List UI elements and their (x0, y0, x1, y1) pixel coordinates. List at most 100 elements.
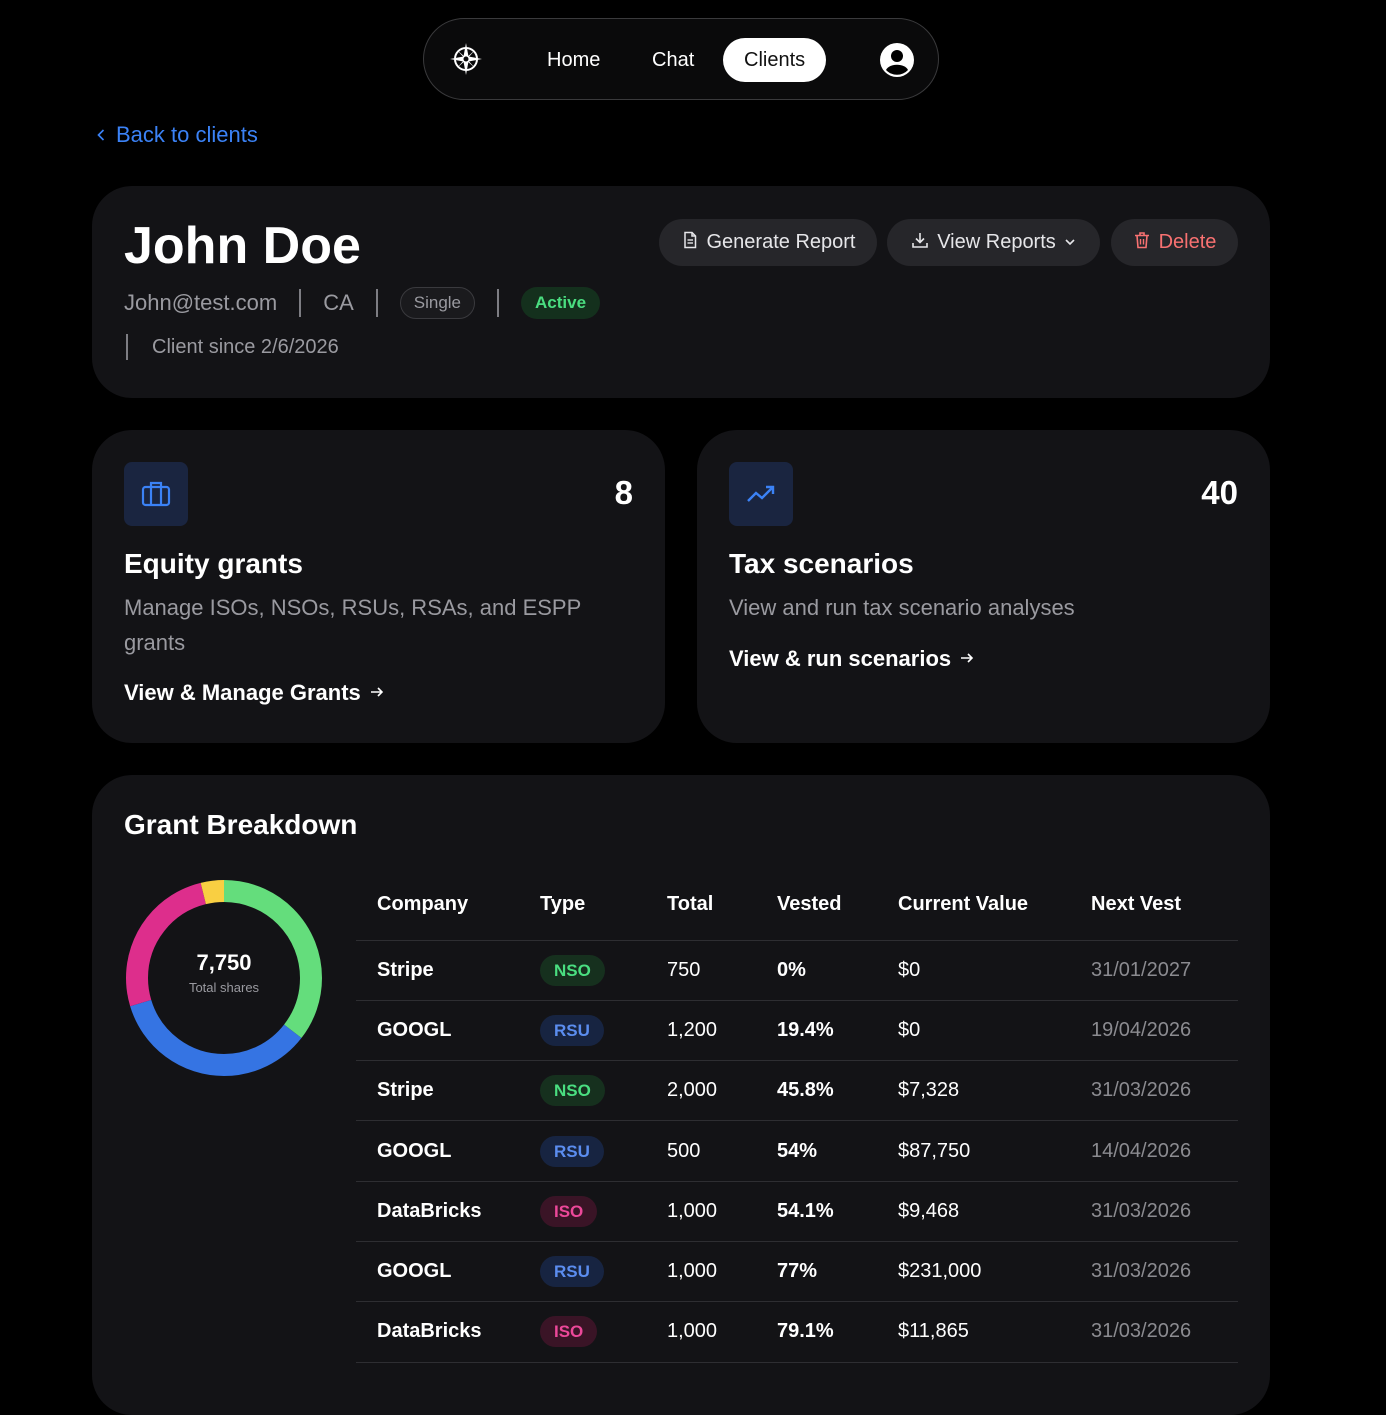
table-row[interactable]: GOOGL RSU 1,000 77% $231,000 31/03/2026 (356, 1241, 1238, 1303)
table-row[interactable]: DataBricks ISO 1,000 54.1% $9,468 31/03/2026 (356, 1181, 1238, 1242)
cell-next-vest: 31/03/2026 (1070, 1241, 1238, 1303)
nav-chat[interactable]: Chat (652, 49, 695, 71)
cell-type: ISO (519, 1301, 646, 1363)
cell-company: Stripe (356, 1060, 519, 1122)
cell-vested: 54.1% (756, 1181, 877, 1242)
view-manage-grants-link[interactable]: View & Manage Grants (124, 680, 385, 706)
equity-grants-title: Equity grants (124, 548, 303, 579)
cell-current-value: $0 (877, 1000, 1070, 1062)
client-meta: John@test.com CA Single Active (124, 286, 601, 320)
divider (375, 289, 378, 317)
cell-current-value: $87,750 (877, 1120, 1070, 1182)
view-reports-button[interactable]: View Reports (887, 219, 1100, 266)
client-state: CA (323, 290, 354, 315)
generate-report-button[interactable]: Generate Report (659, 219, 877, 266)
divider (126, 334, 128, 360)
column-header-vested: Vested (756, 869, 877, 941)
table-header-row: Company Type Total Vested Current Value … (356, 869, 1238, 941)
tax-scenarios-description: View and run tax scenario analyses (729, 595, 1075, 620)
equity-grants-count: 8 (614, 474, 633, 511)
cell-total: 1,000 (646, 1181, 756, 1242)
cell-vested: 0% (756, 940, 877, 1001)
chevron-down-icon (1064, 231, 1076, 254)
grant-type-badge: ISO (540, 1195, 598, 1227)
column-header-next-vest: Next Vest (1070, 869, 1238, 941)
cell-company: Stripe (356, 940, 519, 1001)
total-shares-label: Total shares (188, 980, 260, 995)
nav-clients[interactable]: Clients (723, 38, 827, 82)
cell-vested: 79.1% (756, 1301, 877, 1363)
table-row[interactable]: DataBricks ISO 1,000 79.1% $11,865 31/03/2026 (356, 1301, 1238, 1363)
equity-grants-description: Manage ISOs, NSOs, RSUs, RSAs, and ESPP … (124, 595, 581, 655)
cell-vested: 54% (756, 1120, 877, 1182)
client-header-card: John Doe John@test.com CA Single Active … (92, 186, 1270, 398)
client-name: John Doe (124, 217, 361, 275)
equity-grants-card[interactable]: 8 Equity grants Manage ISOs, NSOs, RSUs,… (92, 430, 665, 743)
grants-table: Company Type Total Vested Current Value … (356, 869, 1238, 1363)
divider (497, 289, 500, 317)
top-navigation: Home Chat Clients (423, 18, 939, 100)
column-header-type: Type (519, 869, 646, 941)
table-row[interactable]: GOOGL RSU 1,200 19.4% $0 19/04/2026 (356, 1000, 1238, 1062)
cell-type: NSO (519, 940, 646, 1001)
cell-type: ISO (519, 1181, 646, 1242)
client-email: John@test.com (124, 290, 278, 315)
arrow-right-icon (959, 646, 975, 672)
cell-next-vest: 31/03/2026 (1070, 1060, 1238, 1122)
divider (299, 289, 302, 317)
view-run-scenarios-link[interactable]: View & run scenarios (729, 646, 975, 672)
trash-icon (1133, 231, 1151, 255)
trending-up-icon (729, 462, 793, 526)
cell-company: GOOGL (356, 1241, 519, 1303)
grant-type-badge: RSU (540, 1135, 604, 1167)
briefcase-icon (124, 462, 188, 526)
cell-total: 1,000 (646, 1301, 756, 1363)
grant-type-badge: RSU (540, 1256, 604, 1288)
cell-current-value: $9,468 (877, 1181, 1070, 1242)
cell-next-vest: 31/01/2027 (1070, 940, 1238, 1001)
cell-type: RSU (519, 1241, 646, 1303)
chevron-left-icon (96, 122, 106, 148)
donut-slice-rsu (126, 880, 322, 1076)
donut-slice-other (126, 880, 322, 1076)
grant-type-badge: ISO (540, 1316, 598, 1348)
nav-home[interactable]: Home (547, 49, 601, 71)
grant-breakdown-card: Grant Breakdown 7,750 Total shares Compa… (92, 775, 1270, 1415)
arrow-right-icon (369, 680, 385, 706)
donut-slice-iso (126, 880, 322, 1076)
status-badge: Active (521, 287, 601, 319)
cell-current-value: $7,328 (877, 1060, 1070, 1122)
table-row[interactable]: GOOGL RSU 500 54% $87,750 14/04/2026 (356, 1120, 1238, 1182)
column-header-total: Total (646, 869, 756, 941)
table-row[interactable]: Stripe NSO 2,000 45.8% $7,328 31/03/2026 (356, 1060, 1238, 1122)
grant-type-badge: NSO (540, 1075, 605, 1107)
delete-button[interactable]: Delete (1111, 219, 1238, 266)
cell-vested: 45.8% (756, 1060, 877, 1122)
delete-label: Delete (1158, 231, 1217, 253)
back-link-label: Back to clients (116, 122, 258, 147)
cell-type: NSO (519, 1060, 646, 1122)
compass-icon[interactable] (448, 41, 484, 77)
column-header-company: Company (356, 869, 519, 941)
generate-report-label: Generate Report (706, 231, 856, 253)
cell-total: 2,000 (646, 1060, 756, 1122)
user-icon[interactable] (880, 43, 914, 77)
cell-vested: 19.4% (756, 1000, 877, 1062)
cell-next-vest: 31/03/2026 (1070, 1301, 1238, 1363)
cell-total: 1,200 (646, 1000, 756, 1062)
grant-donut-chart (126, 880, 322, 1076)
column-header-current-value: Current Value (877, 869, 1070, 941)
cell-total: 500 (646, 1120, 756, 1182)
download-icon (911, 231, 929, 255)
total-shares-value: 7,750 (196, 950, 252, 975)
grant-type-badge: RSU (540, 1014, 604, 1046)
cell-current-value: $11,865 (877, 1301, 1070, 1363)
back-to-clients-link[interactable]: Back to clients (96, 122, 258, 148)
cell-type: RSU (519, 1000, 646, 1062)
cell-current-value: $231,000 (877, 1241, 1070, 1303)
table-row[interactable]: Stripe NSO 750 0% $0 31/01/2027 (356, 940, 1238, 1001)
cell-total: 1,000 (646, 1241, 756, 1303)
cell-vested: 77% (756, 1241, 877, 1303)
cell-next-vest: 19/04/2026 (1070, 1000, 1238, 1062)
tax-scenarios-card[interactable]: 40 Tax scenarios View and run tax scenar… (697, 430, 1270, 743)
